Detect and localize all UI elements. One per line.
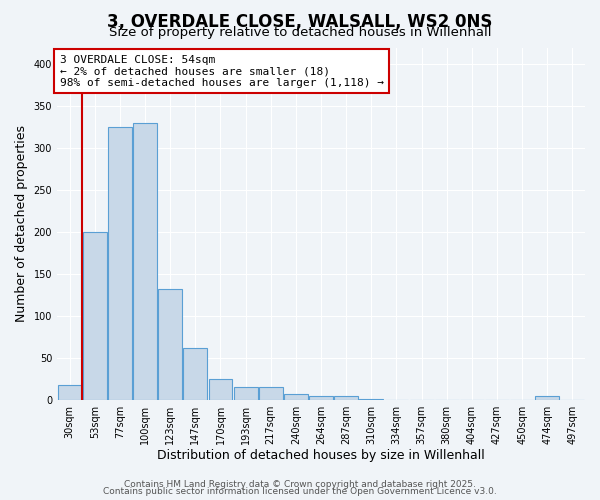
Bar [334, 396, 358, 400]
Y-axis label: Number of detached properties: Number of detached properties [15, 125, 28, 322]
Text: Size of property relative to detached houses in Willenhall: Size of property relative to detached ho… [109, 26, 491, 39]
Bar [58, 384, 82, 400]
X-axis label: Distribution of detached houses by size in Willenhall: Distribution of detached houses by size … [157, 450, 485, 462]
Bar [184, 348, 207, 400]
Bar [209, 378, 232, 400]
Bar [158, 289, 182, 400]
Bar [108, 127, 132, 400]
Text: 3, OVERDALE CLOSE, WALSALL, WS2 0NS: 3, OVERDALE CLOSE, WALSALL, WS2 0NS [107, 12, 493, 30]
Bar [83, 232, 107, 400]
Bar [133, 123, 157, 400]
Bar [359, 399, 383, 400]
Text: 3 OVERDALE CLOSE: 54sqm
← 2% of detached houses are smaller (18)
98% of semi-det: 3 OVERDALE CLOSE: 54sqm ← 2% of detached… [59, 54, 383, 88]
Text: Contains HM Land Registry data © Crown copyright and database right 2025.: Contains HM Land Registry data © Crown c… [124, 480, 476, 489]
Bar [259, 387, 283, 400]
Bar [233, 387, 257, 400]
Text: Contains public sector information licensed under the Open Government Licence v3: Contains public sector information licen… [103, 487, 497, 496]
Bar [284, 394, 308, 400]
Bar [535, 396, 559, 400]
Bar [309, 396, 333, 400]
